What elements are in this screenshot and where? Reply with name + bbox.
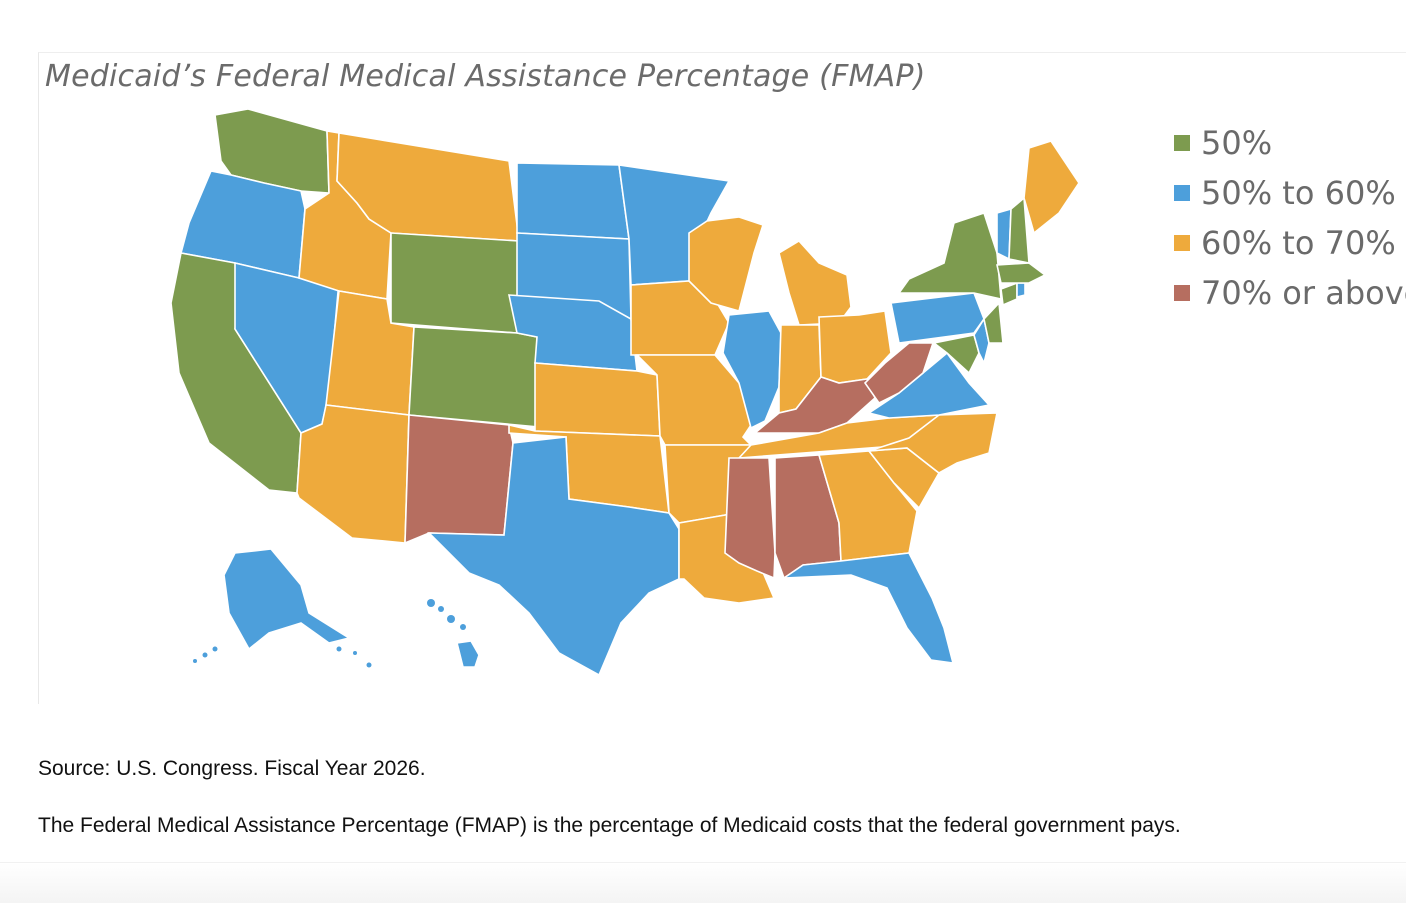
state-mississippi (724, 457, 776, 580)
state-michigan (778, 239, 852, 326)
state-alaska (223, 548, 352, 651)
state-maryland (932, 334, 980, 375)
state-rhode-island (1016, 282, 1026, 299)
state-massachusetts (996, 262, 1047, 284)
legend-swatch-70-or-above (1174, 285, 1190, 301)
legend-label-50-to-60: 50% to 60% (1201, 174, 1396, 212)
state-kansas (534, 362, 661, 437)
state-florida (781, 552, 955, 664)
state-missouri (635, 354, 760, 446)
legend-label-50: 50% (1201, 124, 1273, 162)
map-legend: 50% 50% to 60% 60% to 70% 70% or above (1171, 123, 1406, 323)
island-shape-8 (353, 651, 357, 655)
source-note: Source: U.S. Congress. Fiscal Year 2026. (38, 757, 426, 780)
state-montana (336, 132, 520, 242)
state-new-hampshire (1008, 196, 1030, 264)
state-new-mexico (404, 414, 514, 545)
legend-swatch-60-to-70 (1174, 235, 1190, 251)
fmap-map-figure: Medicaid’s Federal Medical Assistance Pe… (38, 52, 1406, 704)
state-west-virginia (863, 342, 935, 405)
state-wisconsin (688, 216, 765, 312)
legend-item-60-to-70: 60% to 70% (1171, 223, 1406, 273)
island-shape-9 (366, 662, 372, 668)
island-shape-6 (193, 659, 197, 663)
island-shape-7 (336, 646, 342, 652)
island-shape-1 (438, 606, 444, 612)
state-maine (1023, 140, 1080, 235)
legend-item-50-to-60: 50% to 60% (1171, 173, 1406, 223)
state-texas (427, 436, 680, 677)
state-wyoming (390, 232, 520, 334)
legend-item-70-or-above: 70% or above (1171, 273, 1406, 323)
island-shape-4 (212, 646, 218, 652)
legend-swatch-50-to-60 (1174, 185, 1190, 201)
legend-swatch-50 (1174, 135, 1190, 151)
us-states-map (170, 108, 1080, 677)
state-north-carolina (868, 412, 998, 474)
legend-label-60-to-70: 60% to 70% (1201, 224, 1396, 262)
state-illinois (722, 310, 782, 430)
state-hawaii (456, 640, 480, 668)
island-shape-2 (447, 615, 455, 623)
legend-label-70-or-above: 70% or above (1201, 274, 1406, 312)
state-connecticut (1000, 281, 1018, 307)
state-new-jersey (983, 301, 1004, 344)
island-shape-3 (460, 624, 466, 630)
island-shape-0 (427, 599, 435, 607)
state-delaware (973, 316, 990, 366)
state-north-dakota (516, 162, 630, 240)
map-title: Medicaid’s Federal Medical Assistance Pe… (45, 59, 926, 94)
fmap-description: The Federal Medical Assistance Percentag… (38, 814, 1181, 837)
state-colorado (408, 326, 540, 428)
state-new-york (897, 211, 1002, 301)
legend-item-50: 50% (1171, 123, 1406, 173)
island-shape-5 (202, 652, 208, 658)
bottom-bar (0, 862, 1406, 903)
